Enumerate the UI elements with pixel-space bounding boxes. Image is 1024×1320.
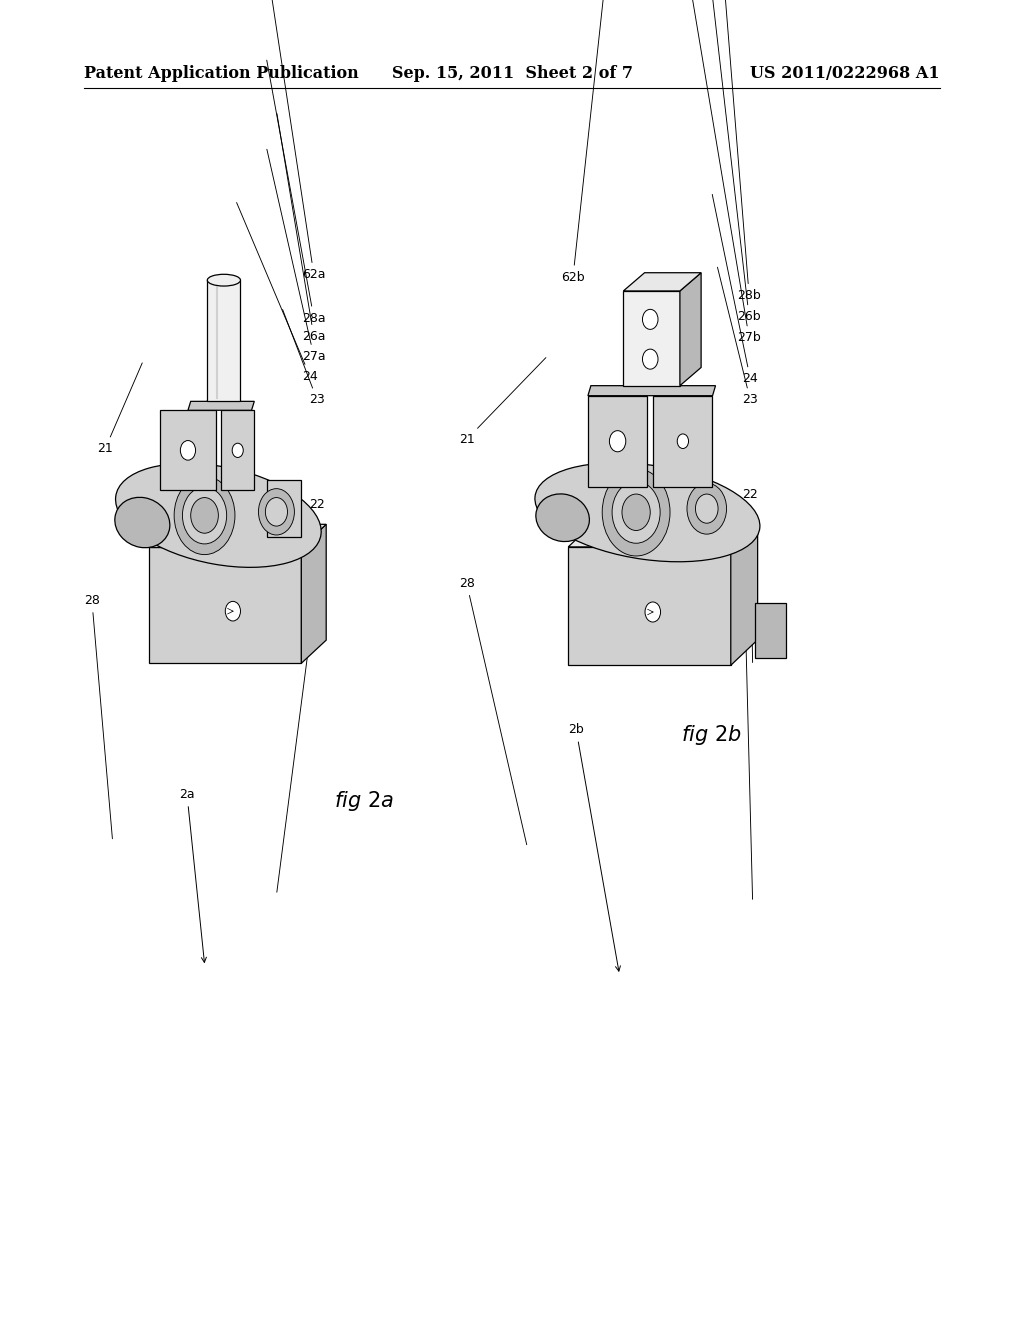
Polygon shape bbox=[624, 290, 680, 385]
Circle shape bbox=[622, 494, 650, 531]
Circle shape bbox=[602, 469, 670, 556]
Circle shape bbox=[225, 602, 241, 620]
Polygon shape bbox=[731, 521, 758, 665]
Text: 22: 22 bbox=[307, 498, 325, 607]
Text: 21: 21 bbox=[459, 358, 546, 446]
Ellipse shape bbox=[116, 463, 322, 568]
Text: $\mathit{fig\ 2a}$: $\mathit{fig\ 2a}$ bbox=[334, 789, 393, 813]
Polygon shape bbox=[568, 521, 758, 546]
Circle shape bbox=[180, 441, 196, 461]
Circle shape bbox=[645, 602, 660, 622]
Text: 28: 28 bbox=[459, 577, 526, 845]
Circle shape bbox=[687, 483, 727, 535]
Polygon shape bbox=[588, 385, 716, 396]
Text: 62a: 62a bbox=[246, 0, 326, 281]
Text: 26a: 26a bbox=[276, 114, 326, 343]
Circle shape bbox=[642, 309, 658, 330]
Text: 28a: 28a bbox=[266, 61, 326, 325]
Text: 28b: 28b bbox=[712, 0, 761, 302]
Text: 27a: 27a bbox=[267, 149, 326, 363]
Text: 28: 28 bbox=[737, 607, 754, 899]
Text: 62b: 62b bbox=[561, 0, 630, 284]
Ellipse shape bbox=[207, 396, 241, 408]
Polygon shape bbox=[624, 273, 701, 290]
Circle shape bbox=[609, 430, 626, 451]
Text: 2b: 2b bbox=[568, 723, 621, 972]
Text: 24: 24 bbox=[237, 202, 317, 383]
Text: 26b: 26b bbox=[701, 0, 761, 323]
Text: 23: 23 bbox=[718, 267, 758, 407]
Ellipse shape bbox=[207, 275, 241, 286]
Text: US 2011/0222968 A1: US 2011/0222968 A1 bbox=[751, 66, 940, 82]
Circle shape bbox=[642, 348, 658, 370]
Text: 2a: 2a bbox=[179, 788, 207, 962]
Circle shape bbox=[695, 494, 718, 523]
Polygon shape bbox=[755, 603, 785, 657]
Polygon shape bbox=[161, 411, 216, 491]
Circle shape bbox=[612, 482, 660, 544]
Ellipse shape bbox=[536, 494, 590, 541]
Text: 22: 22 bbox=[742, 488, 758, 517]
Text: Sep. 15, 2011  Sheet 2 of 7: Sep. 15, 2011 Sheet 2 of 7 bbox=[391, 66, 633, 82]
Polygon shape bbox=[188, 401, 254, 411]
Circle shape bbox=[258, 488, 295, 535]
Polygon shape bbox=[221, 411, 254, 491]
Ellipse shape bbox=[535, 463, 760, 562]
Polygon shape bbox=[207, 280, 241, 401]
Circle shape bbox=[232, 444, 244, 458]
Polygon shape bbox=[588, 396, 647, 487]
Text: 28: 28 bbox=[84, 594, 113, 838]
Circle shape bbox=[677, 434, 688, 449]
Circle shape bbox=[265, 498, 288, 527]
Polygon shape bbox=[150, 524, 327, 548]
Polygon shape bbox=[680, 273, 701, 385]
Text: 27b: 27b bbox=[691, 0, 761, 345]
Polygon shape bbox=[266, 479, 301, 537]
Ellipse shape bbox=[115, 498, 170, 548]
Text: 28: 28 bbox=[276, 630, 318, 892]
Polygon shape bbox=[150, 548, 301, 664]
Text: Patent Application Publication: Patent Application Publication bbox=[84, 66, 358, 82]
Circle shape bbox=[190, 498, 218, 533]
Text: 22: 22 bbox=[742, 519, 758, 663]
Polygon shape bbox=[301, 524, 327, 664]
Text: 24: 24 bbox=[713, 194, 758, 385]
Circle shape bbox=[182, 487, 226, 544]
Circle shape bbox=[174, 477, 234, 554]
Text: $\mathit{fig\ 2b}$: $\mathit{fig\ 2b}$ bbox=[681, 723, 742, 747]
Polygon shape bbox=[568, 546, 731, 665]
Text: 21: 21 bbox=[97, 363, 142, 455]
Polygon shape bbox=[653, 396, 713, 487]
Text: 23: 23 bbox=[283, 309, 325, 407]
